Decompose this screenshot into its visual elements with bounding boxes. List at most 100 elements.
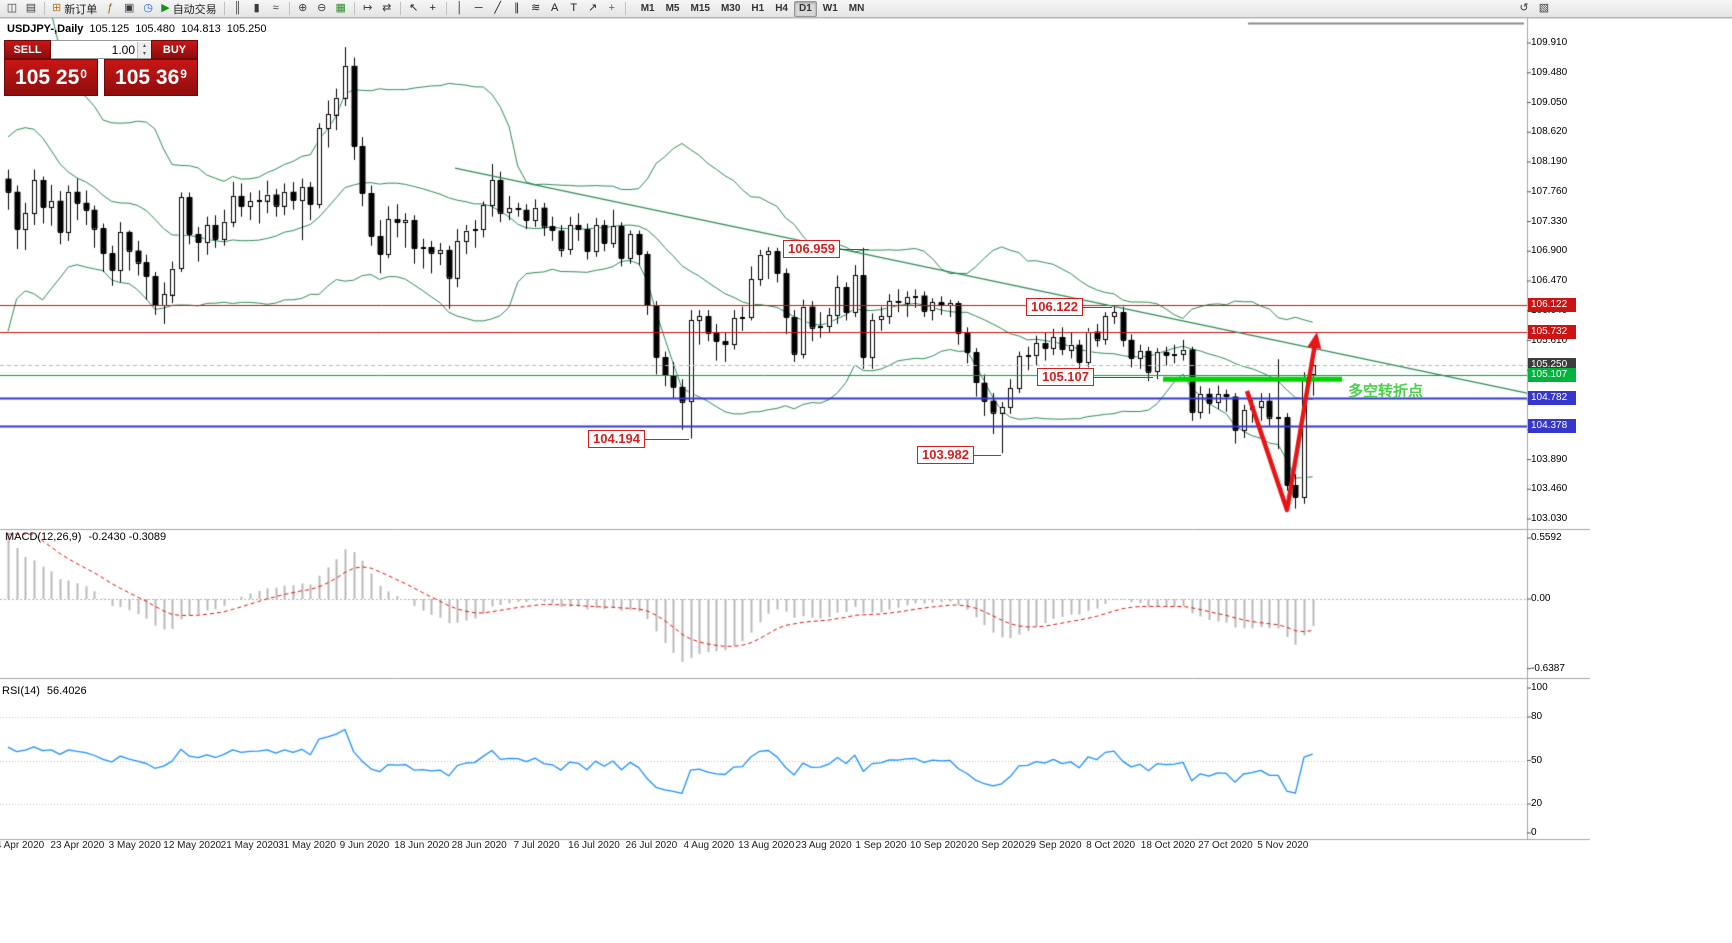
crosshair-icon[interactable]: +	[424, 1, 442, 16]
date-axis-label: 31 May 2020	[278, 840, 336, 851]
date-axis-label: 29 Sep 2020	[1024, 840, 1082, 851]
chart-shift-icon[interactable]: ⇄	[378, 1, 396, 16]
vertical-line-icon[interactable]: │	[451, 1, 469, 16]
tile-windows-icon[interactable]: ▦	[332, 1, 350, 16]
fibonacci-icon-glyph: ≋	[531, 2, 541, 14]
low-value: 104.813	[180, 23, 221, 35]
price-axis-label: 107.760	[1531, 185, 1568, 197]
new-order-button[interactable]: ⊞ 新订单	[49, 1, 100, 16]
date-axis-label: 27 Oct 2020	[1198, 840, 1253, 851]
zoom-out-icon[interactable]: ⊖	[313, 1, 331, 16]
macd-axis-label: 0.5592	[1531, 532, 1562, 544]
chart-canvas[interactable]	[0, 18, 1732, 943]
volume-up-button[interactable]: ▴	[138, 41, 151, 50]
chart-window-icon-glyph: ▣	[124, 2, 135, 14]
axis-price-tag: 104.782	[1528, 390, 1576, 405]
line-chart-icon-glyph: ≈	[272, 2, 279, 14]
high-value: 105.480	[135, 23, 175, 35]
toolbar-main-group: ◫ ▤ ⊞ 新订单 ƒ ▣ ◷ ▶ 自动交易 ║ ▮ ≈ ⊕ ⊖ ▦ ↦ ⇄ ↖ + │ ─ ╱ ∥ ≋ A T ↗ +	[3, 1, 629, 16]
text-icon-glyph: T	[570, 2, 578, 14]
buy-button[interactable]: BUY	[151, 40, 198, 59]
timeframe-button-m15[interactable]: M15	[690, 3, 710, 14]
date-axis-label: 4 Apr 2020	[0, 840, 45, 851]
autotrading-icon: ▶	[161, 2, 170, 14]
turning-point-annotation[interactable]: 多空转折点	[1348, 383, 1424, 400]
timeframe-button-mn[interactable]: MN	[848, 3, 865, 14]
autotrading-button[interactable]: ▶ 自动交易	[158, 1, 219, 16]
price-callout[interactable]: 106.122	[1026, 298, 1112, 316]
auto-scroll-icon[interactable]: ↦	[359, 1, 377, 16]
date-axis-label: 20 Sep 2020	[967, 840, 1025, 851]
axis-price-tag: 104.378	[1528, 418, 1576, 433]
chart-scroll-end-icon[interactable]: ↺	[1515, 1, 1533, 16]
timeframe-button-m5[interactable]: M5	[665, 3, 680, 14]
price-axis-label: 103.030	[1531, 513, 1568, 525]
toolbar-separator	[624, 2, 626, 15]
history-clock-icon[interactable]: ◷	[139, 1, 157, 16]
bar-chart-icon[interactable]: ║	[229, 1, 247, 16]
candlestick-chart-icon[interactable]: ▮	[248, 1, 266, 16]
zoom-in-icon[interactable]: ⊕	[294, 1, 312, 16]
rsi-value: 56.4026	[46, 685, 87, 697]
rsi-axis-label: 100	[1531, 682, 1548, 693]
buy-price-value: 105 36	[115, 65, 180, 89]
cursor-icon[interactable]: ↖	[405, 1, 423, 16]
chart-profiles-icon[interactable]: ▤	[22, 1, 40, 16]
price-callout[interactable]: 104.194	[588, 430, 689, 448]
toolbar-right-group: ↺ ▧	[1515, 1, 1553, 16]
tile-windows-icon-glyph: ▦	[335, 2, 346, 14]
sell-price-value: 105 25	[15, 65, 80, 89]
timeframe-button-m30[interactable]: M30	[720, 3, 741, 14]
indicator-list-icon[interactable]: ƒ	[101, 1, 119, 16]
price-axis-label: 108.620	[1531, 126, 1568, 138]
new-order-icon: ⊞	[52, 2, 62, 14]
crosshair-icon-glyph: +	[429, 2, 436, 14]
volume-down-button[interactable]: ▾	[138, 49, 151, 58]
chart-template-icon[interactable]: ▧	[1535, 1, 1553, 16]
trendline-icon[interactable]: ╱	[489, 1, 507, 16]
price-callout[interactable]: 105.107	[1037, 368, 1153, 386]
text-icon[interactable]: T	[565, 1, 583, 16]
volume-input[interactable]	[51, 42, 137, 57]
text-label-icon[interactable]: A	[546, 1, 564, 16]
buy-price-button[interactable]: 105 36 9	[104, 59, 198, 96]
chart-window-icon[interactable]: ▣	[120, 1, 138, 16]
timeframe-button-h4[interactable]: H4	[775, 3, 788, 14]
date-axis-label: 9 Jun 2020	[339, 840, 390, 851]
price-axis-label: 106.470	[1531, 275, 1568, 286]
date-axis-label: 10 Sep 2020	[910, 840, 967, 851]
add-indicator-icon[interactable]: +	[603, 1, 621, 16]
axis-price-tag: 105.107	[1528, 368, 1576, 383]
close-value: 105.250	[226, 23, 267, 35]
vertical-line-icon-glyph: │	[456, 2, 464, 14]
timeframe-button-d1[interactable]: D1	[794, 0, 817, 17]
date-axis-label: 12 May 2020	[163, 840, 222, 851]
sell-price-sup: 0	[80, 66, 87, 81]
timeframe-button-w1[interactable]: W1	[822, 3, 838, 14]
arrow-object-icon-glyph: ↗	[588, 2, 598, 14]
new-order-label: 新订单	[64, 3, 98, 16]
horizontal-line-icon[interactable]: ─	[470, 1, 488, 16]
channel-icon[interactable]: ∥	[508, 1, 526, 16]
arrow-object-icon[interactable]: ↗	[584, 1, 602, 16]
indicator-list-icon-glyph: ƒ	[107, 2, 114, 14]
fibonacci-icon[interactable]: ≋	[527, 1, 545, 16]
new-chart-icon[interactable]: ◫	[3, 1, 21, 16]
volume-stepper: ▴ ▾	[51, 40, 151, 59]
price-callout[interactable]: 103.982	[917, 446, 1001, 464]
timeframe-button-m1[interactable]: M1	[640, 3, 655, 14]
line-chart-icon[interactable]: ≈	[267, 1, 285, 16]
sell-button[interactable]: SELL	[4, 40, 51, 59]
date-axis-label: 28 Jun 2020	[451, 840, 507, 851]
price-callout[interactable]: 106.959	[783, 240, 869, 258]
sell-price-button[interactable]: 105 25 0	[4, 59, 98, 96]
rsi-axis-label: 0	[1531, 827, 1537, 838]
price-axis-label: 108.190	[1531, 156, 1568, 167]
rsi-axis-label: 20	[1531, 798, 1543, 809]
macd-name: MACD(12,26,9)	[5, 531, 82, 543]
timeframe-button-h1[interactable]: H1	[751, 3, 765, 14]
horizontal-line-icon-glyph: ─	[474, 2, 483, 14]
open-value: 105.125	[89, 23, 130, 35]
one-click-trading-panel: SELL ▴ ▾ BUY 105 250 105 369	[4, 40, 198, 96]
volume-spinner: ▴ ▾	[137, 41, 151, 58]
